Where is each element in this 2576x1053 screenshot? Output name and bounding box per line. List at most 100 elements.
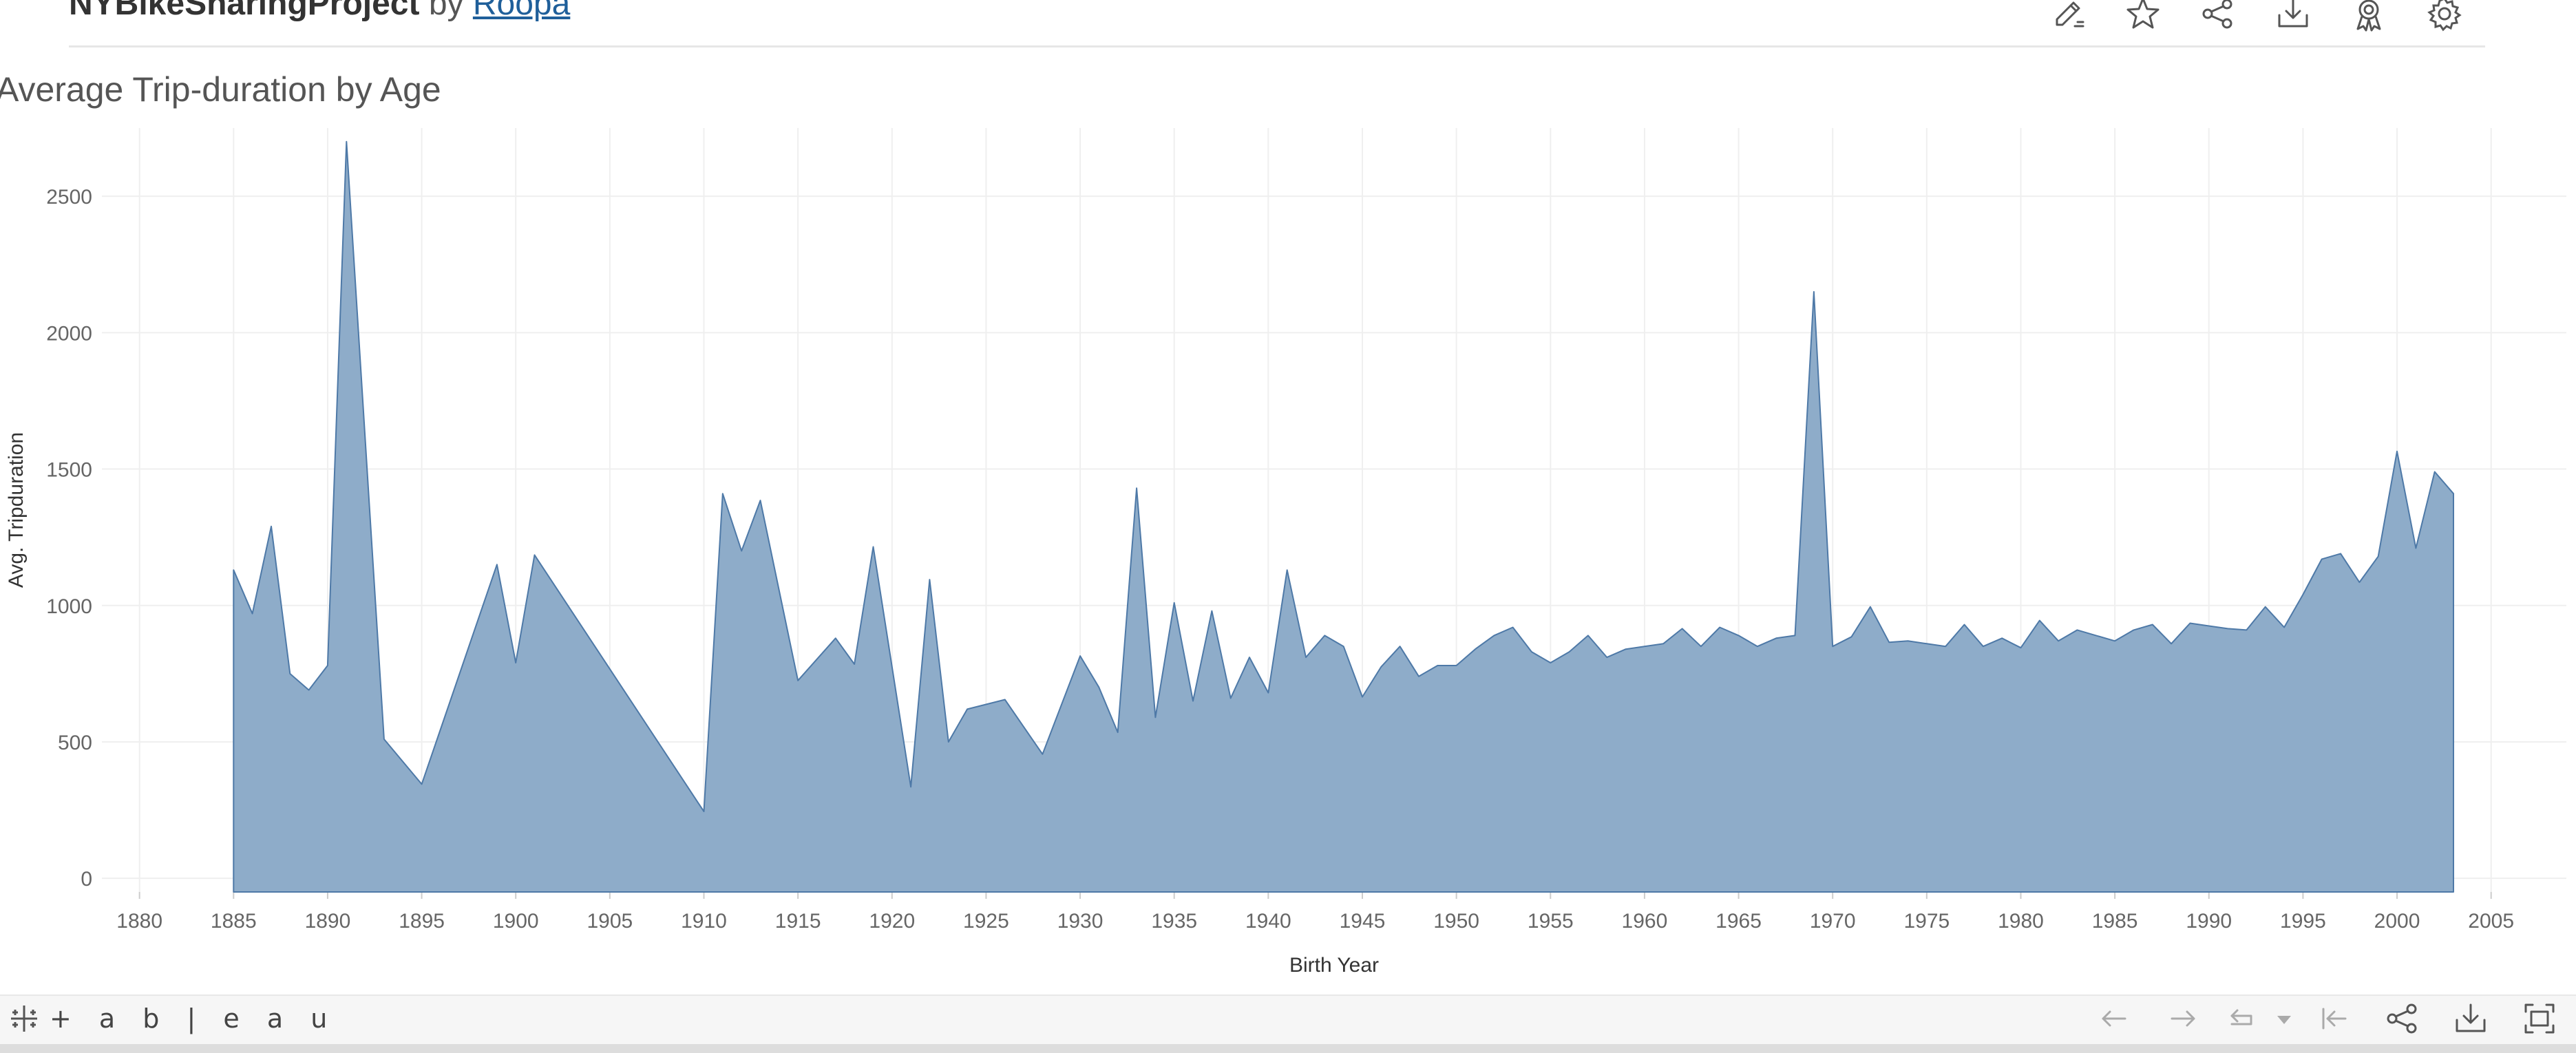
data-point[interactable] (1849, 634, 1855, 639)
data-point[interactable] (1660, 641, 1666, 646)
data-point[interactable] (1510, 625, 1516, 630)
data-point[interactable] (513, 660, 518, 666)
data-point[interactable] (1755, 644, 1760, 649)
data-point[interactable] (2300, 592, 2305, 597)
data-point[interactable] (2225, 626, 2230, 631)
data-point[interactable] (2376, 553, 2381, 559)
data-point[interactable] (1567, 649, 1572, 655)
data-point[interactable] (1152, 714, 1158, 720)
data-point[interactable] (1172, 600, 1177, 606)
data-point[interactable] (1115, 730, 1121, 735)
data-point[interactable] (2056, 638, 2061, 644)
data-point[interactable] (1736, 632, 1742, 638)
tableau-logo[interactable]: + a b | e a u (8, 998, 337, 1039)
data-point[interactable] (2187, 621, 2193, 626)
data-point[interactable] (2319, 556, 2325, 562)
data-point[interactable] (1981, 644, 1986, 649)
share-icon[interactable] (2198, 0, 2237, 33)
data-point[interactable] (532, 552, 538, 557)
trip-duration-area[interactable] (233, 140, 2454, 893)
data-point[interactable] (1830, 644, 1835, 649)
data-point[interactable] (1472, 646, 1478, 652)
data-point[interactable] (2244, 627, 2249, 632)
reset-first-icon[interactable] (2315, 999, 2354, 1038)
data-point[interactable] (2093, 632, 2099, 638)
data-point[interactable] (1209, 608, 1214, 614)
data-point[interactable] (2037, 618, 2042, 624)
data-point[interactable] (1623, 646, 1629, 652)
data-point[interactable] (2150, 622, 2155, 628)
data-point[interactable] (758, 498, 763, 503)
data-point[interactable] (1228, 696, 1234, 701)
data-point[interactable] (2451, 491, 2456, 496)
undo-arrow-icon[interactable] (2095, 999, 2133, 1038)
data-point[interactable] (2168, 641, 2174, 646)
data-point[interactable] (1698, 644, 1704, 649)
data-point[interactable] (2018, 645, 2024, 650)
favorite-star-icon[interactable] (2124, 0, 2162, 33)
data-point[interactable] (1416, 674, 1422, 679)
data-point[interactable] (287, 671, 293, 677)
data-point[interactable] (419, 781, 425, 787)
redo-arrow-icon[interactable] (2164, 999, 2202, 1038)
data-point[interactable] (1999, 635, 2005, 641)
data-point[interactable] (1793, 632, 1798, 638)
data-point[interactable] (795, 678, 801, 683)
data-point[interactable] (1680, 626, 1685, 631)
data-point[interactable] (2281, 625, 2287, 630)
data-point[interactable] (1077, 653, 1083, 659)
data-point[interactable] (1360, 694, 1365, 700)
data-point[interactable] (268, 524, 274, 529)
data-point[interactable] (1905, 638, 1911, 644)
data-point[interactable] (1039, 752, 1045, 757)
data-point[interactable] (306, 688, 312, 693)
data-point[interactable] (1190, 699, 1196, 704)
revert-icon[interactable] (2222, 999, 2261, 1038)
data-point[interactable] (1096, 685, 1101, 690)
data-point[interactable] (1962, 622, 1967, 628)
data-point[interactable] (739, 549, 744, 554)
author-link[interactable]: Roopa (472, 0, 571, 22)
revert-dropdown-icon[interactable] (2270, 999, 2298, 1038)
data-point[interactable] (1435, 663, 1440, 668)
data-point[interactable] (927, 577, 932, 582)
data-point[interactable] (720, 491, 726, 496)
download-icon[interactable] (2274, 0, 2312, 33)
data-point[interactable] (1642, 644, 1647, 649)
data-point[interactable] (1265, 690, 1271, 696)
data-point[interactable] (1303, 655, 1309, 660)
data-point[interactable] (964, 706, 970, 712)
data-point[interactable] (2112, 638, 2118, 644)
data-point[interactable] (381, 736, 387, 742)
data-point[interactable] (2432, 469, 2438, 475)
data-point[interactable] (1341, 644, 1347, 649)
data-point[interactable] (1322, 632, 1327, 638)
data-point[interactable] (1397, 644, 1403, 649)
footer-share-icon[interactable] (2383, 999, 2421, 1038)
data-point[interactable] (2338, 551, 2343, 556)
data-point[interactable] (1378, 664, 1384, 670)
data-point[interactable] (2206, 624, 2212, 629)
data-point[interactable] (231, 567, 236, 573)
data-point[interactable] (701, 809, 707, 814)
data-point[interactable] (1943, 644, 1948, 649)
data-point[interactable] (1285, 567, 1290, 573)
data-point[interactable] (1548, 660, 1553, 666)
data-point[interactable] (2131, 627, 2137, 632)
badge-icon[interactable] (2350, 0, 2388, 33)
data-point[interactable] (250, 611, 255, 617)
data-point[interactable] (852, 661, 857, 667)
data-point[interactable] (1773, 635, 1779, 641)
data-point[interactable] (908, 784, 914, 789)
settings-gear-icon[interactable] (2425, 0, 2464, 33)
data-point[interactable] (2413, 546, 2418, 551)
data-point[interactable] (833, 635, 838, 641)
data-point[interactable] (1585, 632, 1591, 638)
data-point[interactable] (344, 139, 349, 145)
data-point[interactable] (1529, 649, 1534, 655)
data-point[interactable] (2394, 449, 2400, 454)
fullscreen-icon[interactable] (2520, 999, 2559, 1038)
data-point[interactable] (946, 739, 951, 745)
data-point[interactable] (1002, 697, 1008, 703)
data-point[interactable] (1454, 663, 1459, 668)
